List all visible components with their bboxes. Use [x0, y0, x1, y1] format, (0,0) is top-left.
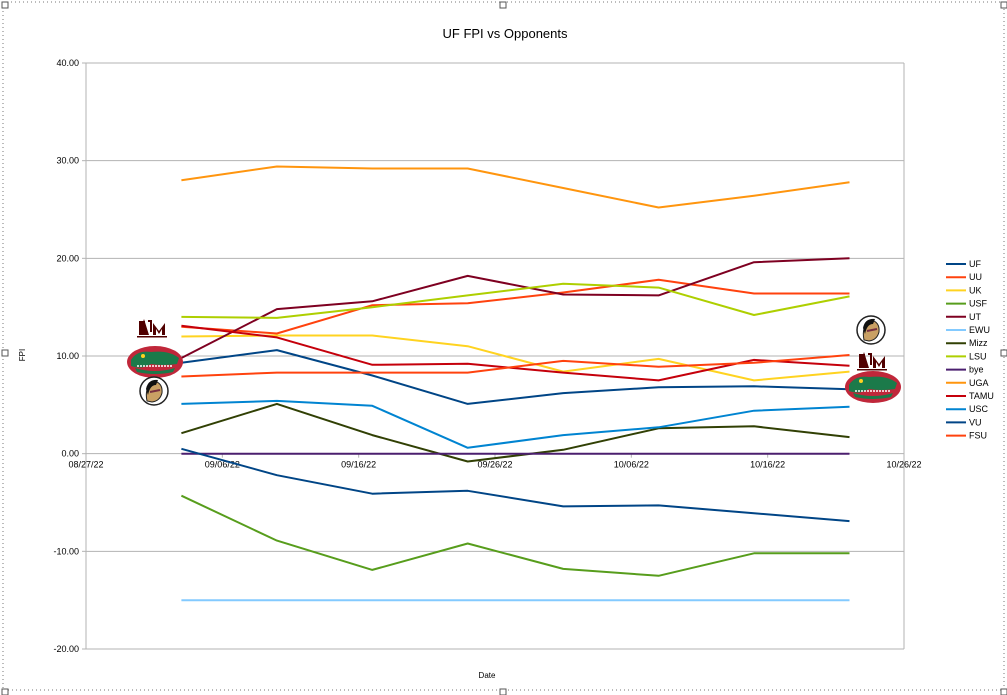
fsu-seminole-logo-icon — [139, 376, 169, 406]
series-line-uf — [181, 349, 850, 405]
fsu-seminole-logo-icon — [856, 315, 886, 345]
x-tick-label: 10/16/22 — [750, 460, 785, 470]
fsu-paint — [149, 389, 161, 393]
legend-label-usc: USC — [969, 404, 989, 414]
series-line-uk — [181, 334, 850, 382]
legend-label-uga: UGA — [969, 378, 989, 388]
x-tick-label: 08/27/22 — [68, 460, 103, 470]
legend-label-uu: UU — [969, 272, 982, 282]
legend: UF UU UK USF UT EWU Mizz LSU bye UGA TAMU USC VU FSU — [946, 259, 994, 441]
x-tick-label: 10/26/22 — [886, 460, 921, 470]
y-tick-label: 20.00 — [56, 253, 79, 263]
y-tick-labels: 40.00 30.00 20.00 10.00 0.00 -10.00 -20.00 — [53, 58, 79, 654]
series-line-ut — [180, 257, 850, 359]
resize-handle — [1, 349, 9, 357]
x-tick-label: 09/16/22 — [341, 460, 376, 470]
legend-label-mizz: Mizz — [969, 338, 988, 348]
resize-handle — [1000, 349, 1007, 357]
legend-label-uk: UK — [969, 285, 982, 295]
x-axis-title: Date — [479, 671, 496, 680]
y-tick-label: 30.00 — [56, 156, 79, 166]
series-line-usc — [181, 399, 850, 449]
aggie-underline — [137, 336, 167, 338]
aggie-t-stem — [870, 353, 872, 365]
fsu-hair — [863, 318, 875, 334]
series-line-fsu — [181, 354, 850, 378]
aggie-m — [873, 356, 885, 368]
y-tick-label: 10.00 — [56, 351, 79, 361]
series-line-mizz — [181, 402, 850, 463]
x-tick-label: 10/06/22 — [614, 460, 649, 470]
x-tick-label: 09/26/22 — [477, 460, 512, 470]
legend-label-usf: USF — [969, 299, 988, 309]
gator-eye — [859, 379, 863, 383]
series-line-lsu — [181, 282, 850, 319]
resize-handle — [499, 1, 507, 9]
aggie-a — [139, 319, 149, 335]
texas-am-logo-icon — [137, 319, 167, 338]
series-line-usf — [180, 494, 850, 577]
y-tick-label: 0.00 — [61, 449, 79, 459]
legend-label-vu: VU — [969, 417, 982, 427]
series-lines — [180, 165, 850, 602]
x-tick-labels: 08/27/22 09/06/22 09/16/22 09/26/22 10/06/22… — [68, 453, 922, 470]
legend-label-tamu: TAMU — [969, 391, 994, 401]
gator-jaw — [853, 393, 893, 399]
logos — [127, 315, 901, 406]
aggie-t-stem — [150, 320, 152, 332]
aggie-m — [153, 323, 165, 335]
aggie-a — [859, 352, 869, 368]
aggie-underline — [857, 369, 887, 371]
texas-am-logo-icon — [857, 352, 887, 371]
fsu-paint — [866, 328, 878, 332]
resize-handle — [499, 688, 507, 695]
y-tick-label: 40.00 — [56, 58, 79, 68]
legend-label-ut: UT — [969, 312, 981, 322]
legend-label-uf: UF — [969, 259, 981, 269]
gators-logo-icon — [845, 371, 901, 403]
legend-label-bye: bye — [969, 365, 984, 375]
resize-handle — [1000, 1, 1007, 9]
chart-title: UF FPI vs Opponents — [443, 26, 568, 41]
legend-label-ewu: EWU — [969, 325, 990, 335]
gator-eye — [141, 354, 145, 358]
legend-label-fsu: FSU — [969, 431, 987, 441]
series-line-uga — [181, 165, 850, 209]
y-axis-title: FPI — [18, 349, 27, 361]
gridlines — [82, 62, 905, 650]
series-line-uu — [181, 278, 850, 335]
legend-label-lsu: LSU — [969, 351, 987, 361]
resize-handle — [1, 688, 9, 695]
gator-jaw — [135, 368, 175, 374]
series-line-vu — [181, 447, 850, 523]
y-tick-label: -20.00 — [53, 644, 79, 654]
fsu-hair — [146, 379, 158, 395]
gators-logo-icon — [127, 346, 183, 378]
resize-handle — [1, 1, 9, 9]
y-tick-label: -10.00 — [53, 546, 79, 556]
x-tick-label: 09/06/22 — [205, 460, 240, 470]
resize-handle — [1000, 688, 1007, 695]
